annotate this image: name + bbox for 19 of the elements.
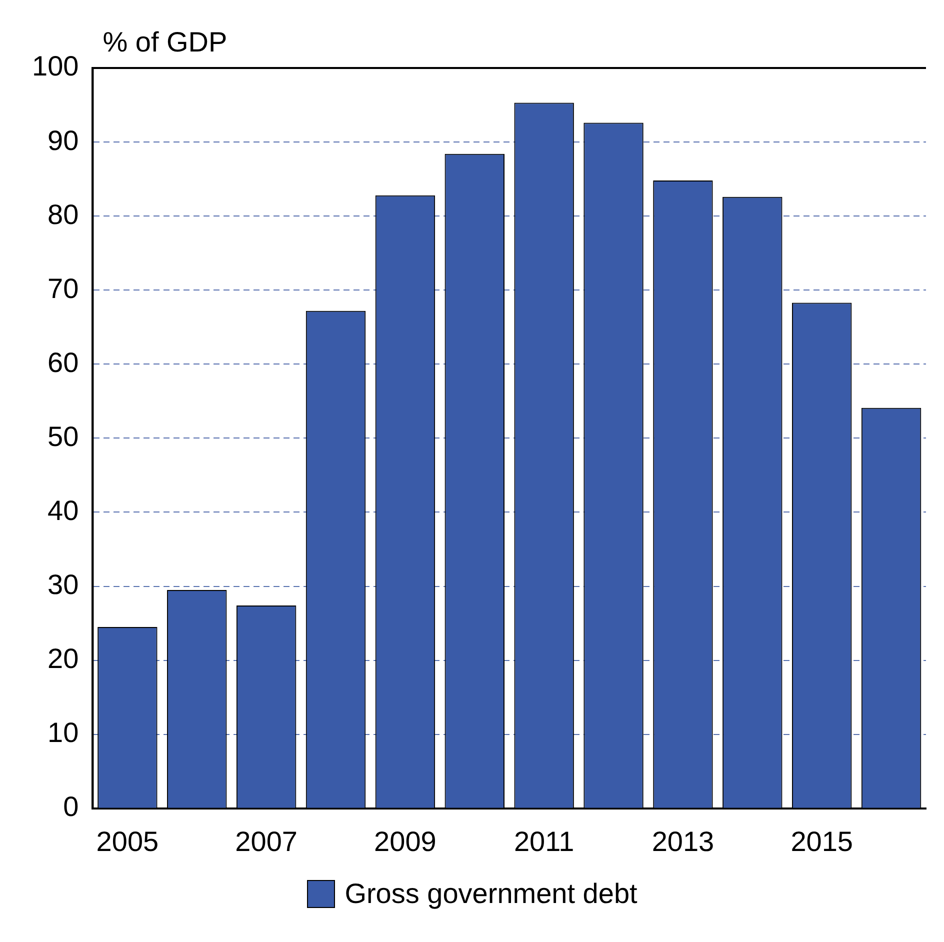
y-tick-label: 0: [63, 791, 79, 822]
y-tick-label: 30: [48, 569, 79, 600]
y-tick-label: 90: [48, 124, 79, 156]
text: Gross government debt: [344, 878, 638, 910]
y-tick-label: 80: [48, 198, 79, 230]
y-tick-label: 100: [32, 50, 79, 82]
y-tick-label: 10: [48, 717, 79, 748]
y-tick-label: 50: [48, 420, 79, 452]
y-axis-title: % of GDP: [102, 26, 228, 58]
x-tick-label: 2013: [652, 826, 714, 857]
x-tick-label: 2011: [514, 826, 574, 857]
y-tick-label: 20: [48, 643, 79, 674]
y-tick-label: 40: [48, 494, 79, 526]
x-tick-label: 2005: [96, 826, 159, 857]
x-tick-label: 2015: [790, 826, 853, 857]
x-tick-label: 2007: [235, 826, 298, 857]
y-tick-label: 70: [48, 272, 79, 304]
y-tick-label: 60: [48, 346, 79, 378]
x-tick-label: 2009: [374, 826, 436, 857]
